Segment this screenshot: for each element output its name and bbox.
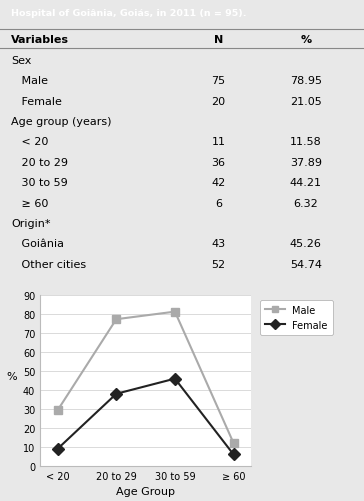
Text: 37.89: 37.89	[290, 157, 322, 167]
Text: 6.32: 6.32	[293, 198, 318, 208]
Text: 43: 43	[211, 239, 225, 249]
Text: Hospital of Goiânia, Goiás, in 2011 (n = 95).: Hospital of Goiânia, Goiás, in 2011 (n =…	[11, 9, 246, 18]
Text: Male: Male	[11, 76, 48, 86]
Text: Female: Female	[11, 96, 62, 106]
Text: N: N	[214, 35, 223, 45]
Text: 75: 75	[211, 76, 225, 86]
Text: 30 to 59: 30 to 59	[11, 178, 68, 188]
Text: 36: 36	[211, 157, 225, 167]
Text: Variables: Variables	[11, 35, 69, 45]
Text: Other cities: Other cities	[11, 260, 86, 269]
Text: 20: 20	[211, 96, 225, 106]
Text: Origin*: Origin*	[11, 218, 51, 228]
Text: 54.74: 54.74	[290, 260, 322, 269]
Y-axis label: %: %	[7, 371, 17, 381]
Text: 11: 11	[211, 137, 225, 147]
Text: 52: 52	[211, 260, 225, 269]
Text: < 20: < 20	[11, 137, 48, 147]
Text: Sex: Sex	[11, 56, 31, 66]
Legend: Male, Female: Male, Female	[260, 301, 333, 335]
Text: %: %	[300, 35, 311, 45]
Text: 42: 42	[211, 178, 226, 188]
Text: Goiânia: Goiânia	[11, 239, 64, 249]
Text: 6: 6	[215, 198, 222, 208]
Text: 45.26: 45.26	[290, 239, 322, 249]
Text: 44.21: 44.21	[290, 178, 322, 188]
Text: 11.58: 11.58	[290, 137, 322, 147]
X-axis label: Age Group: Age Group	[116, 486, 175, 496]
Text: 20 to 29: 20 to 29	[11, 157, 68, 167]
Text: 21.05: 21.05	[290, 96, 322, 106]
Text: 78.95: 78.95	[290, 76, 322, 86]
Text: ≥ 60: ≥ 60	[11, 198, 48, 208]
Text: Age group (years): Age group (years)	[11, 117, 111, 127]
